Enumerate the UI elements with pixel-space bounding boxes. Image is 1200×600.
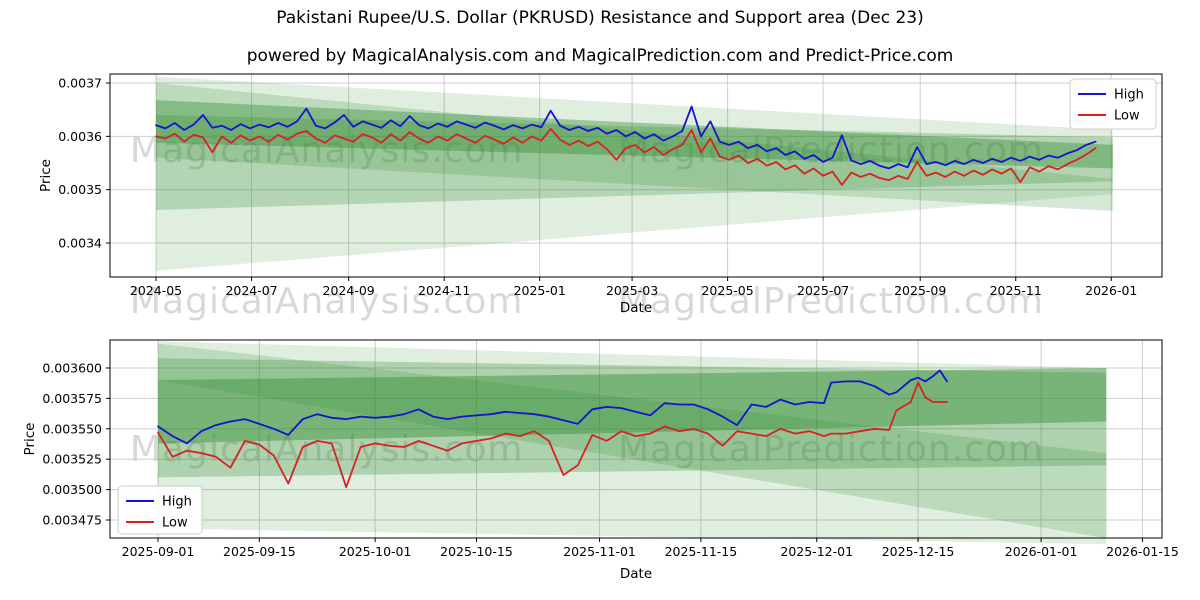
y-tick-label: 0.003550 [42,421,102,436]
y-tick-label: 0.003575 [42,391,102,406]
x-tick-label: 2024-09 [323,283,375,298]
x-tick-label: 2025-11-01 [563,544,636,559]
x-tick-label: 2025-03 [606,283,658,298]
x-tick-label: 2025-09-15 [223,544,296,559]
y-tick-label: 0.0036 [58,129,102,144]
legend-label: High [162,495,192,510]
x-tick-label: 2025-01 [514,283,566,298]
watermark-prediction: MagicalPrediction.com [618,429,1044,470]
legend-box [117,485,203,535]
high-series-line [155,105,1097,170]
x-tick-label: 2025-09-01 [122,544,195,559]
y-tick-label: 0.003600 [42,360,102,375]
legend-label: Low [162,516,188,531]
legend: High Low [117,485,203,535]
support-resistance-band [156,76,1113,271]
chart-recent-zoom: 2025-09-01 2025-09-15 2025-10-01 2025-10-15… [22,339,1179,582]
y-tick-label: 0.003525 [42,452,102,467]
low-series-line [155,127,1097,186]
support-resistance-band [158,368,1107,444]
page-subtitle: powered by MagicalAnalysis.com and Magic… [246,46,954,66]
x-tick-label: 2025-07 [797,283,849,298]
x-tick-label: 2025-10-15 [440,544,513,559]
y-tick-label: 0.003475 [42,513,102,528]
x-axis-label: Date [620,566,652,582]
y-tick-label: 0.0037 [58,76,102,91]
plot-frame [109,339,1163,539]
support-resistance-band [158,341,1107,545]
legend-label: High [1114,88,1144,103]
y-axis-label: Price [38,159,54,192]
support-resistance-band [156,100,1113,169]
x-tick-label: 2026-01-01 [1005,544,1078,559]
x-tick-label: 2026-01-15 [1106,544,1179,559]
x-tick-label: 2026-01 [1085,283,1137,298]
high-series-line [157,369,948,445]
x-tick-label: 2025-05 [701,283,753,298]
chart-daily-history: 2024-05 2024-07 2024-09 2024-11 2025-01 2025-… [38,73,1163,316]
legend: High Low [1069,78,1157,130]
watermark-analysis: MagicalAnalysis.com [130,281,524,322]
x-tick-label: 2025-12-01 [780,544,853,559]
x-axis-label: Date [620,300,652,316]
x-tick-label: 2025-11-15 [665,544,738,559]
x-tick-label: 2024-05 [130,283,182,298]
x-tick-label: 2024-11 [418,283,470,298]
x-tick-label: 2025-09 [894,283,946,298]
support-resistance-band [156,83,1113,211]
y-tick-label: 0.0034 [58,236,102,251]
low-series-line [157,381,948,489]
y-axis-label: Price [22,423,38,456]
support-resistance-band [158,343,1107,539]
x-tick-label: 2025-10-01 [339,544,412,559]
x-tick-label: 2025-11 [990,283,1042,298]
x-tick-label: 2025-12-15 [882,544,955,559]
y-tick-label: 0.0035 [58,182,102,197]
legend-label: Low [1114,109,1140,124]
support-resistance-band [156,115,1113,210]
support-resistance-band [158,358,1107,478]
watermark-prediction: MagicalPrediction.com [618,281,1044,322]
y-tick-label: 0.003500 [42,482,102,497]
x-tick-label: 2024-07 [225,283,277,298]
plot-frame [109,73,1163,278]
page-title: Pakistani Rupee/U.S. Dollar (PKRUSD) Res… [276,8,924,28]
legend-box [1069,78,1157,130]
